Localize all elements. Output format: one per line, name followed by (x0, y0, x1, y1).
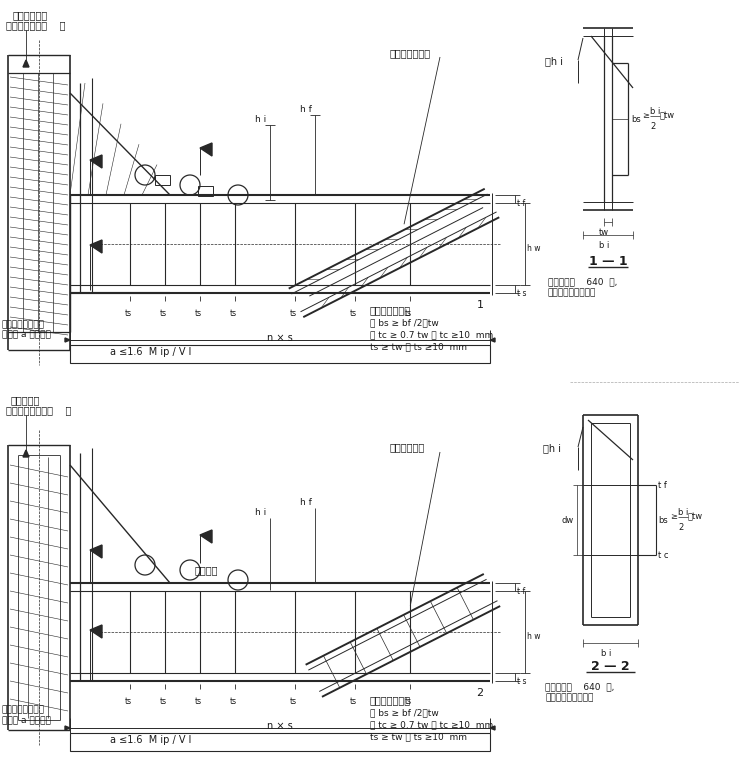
Text: ts: ts (230, 697, 237, 706)
Text: －tw: －tw (688, 512, 703, 521)
Bar (198, 186, 213, 196)
Text: 厚 tc ≥ 0.7 tw 且 tc ≥10  mm: 厚 tc ≥ 0.7 tw 且 tc ≥10 mm (370, 720, 493, 729)
Text: 与柱连接时消能梁: 与柱连接时消能梁 (2, 320, 45, 329)
Text: 当梁高小于    640  时,: 当梁高小于 640 时, (548, 277, 617, 286)
Text: a ≤1.6  M ip / V l: a ≤1.6 M ip / V l (110, 347, 191, 357)
Polygon shape (490, 338, 495, 342)
Text: b i: b i (599, 241, 609, 250)
Text: h w: h w (527, 632, 540, 641)
Text: ts: ts (405, 697, 412, 706)
Polygon shape (490, 726, 495, 730)
Text: ≥: ≥ (670, 512, 677, 521)
Polygon shape (90, 625, 102, 638)
Text: 2: 2 (650, 122, 655, 131)
Text: ts ≥ tw 且 ts ≥10  mm: ts ≥ tw 且 ts ≥10 mm (370, 342, 467, 351)
Text: b i: b i (678, 508, 688, 517)
Text: 2: 2 (477, 688, 483, 698)
Text: （或箱形截面柱    ）: （或箱形截面柱 ） (6, 20, 66, 30)
Text: 1: 1 (477, 300, 483, 310)
Text: ts: ts (350, 309, 357, 318)
Text: 箱形截面柱: 箱形截面柱 (11, 395, 41, 405)
Text: dw: dw (561, 516, 573, 525)
Text: －tw: －tw (660, 111, 675, 120)
Text: 段净长 a 必须满足: 段净长 a 必须满足 (2, 330, 51, 339)
Text: 1 — 1: 1 — 1 (589, 255, 627, 268)
Text: h f: h f (300, 105, 312, 114)
Bar (155, 175, 170, 185)
Polygon shape (65, 726, 70, 730)
Text: ts: ts (405, 309, 412, 318)
Text: 2: 2 (678, 523, 684, 532)
Text: 组成箱形: 组成箱形 (195, 565, 219, 575)
Text: bs: bs (631, 115, 641, 124)
Text: ts ≥ tw 且 ts ≥10  mm: ts ≥ tw 且 ts ≥10 mm (370, 732, 467, 741)
Text: 2 — 2: 2 — 2 (590, 660, 630, 673)
Text: ts: ts (195, 697, 202, 706)
Polygon shape (90, 240, 102, 253)
Text: コh i: コh i (543, 443, 561, 453)
Text: 可在一侧设置加劲肋: 可在一侧设置加劲肋 (548, 288, 596, 297)
Text: a ≤1.6  M ip / V l: a ≤1.6 M ip / V l (110, 735, 191, 745)
Text: 图中每侧加劲肋: 图中每侧加劲肋 (370, 695, 411, 705)
Text: （或工字形截面柱    ）: （或工字形截面柱 ） (6, 405, 72, 415)
Text: tw: tw (599, 228, 609, 237)
Text: 工字形截面斜撑: 工字形截面斜撑 (390, 48, 431, 58)
Text: t f: t f (517, 199, 525, 208)
Text: ≥: ≥ (642, 111, 649, 120)
Polygon shape (23, 450, 29, 457)
Text: t s: t s (517, 677, 526, 686)
Text: 可在一侧设置加劲肋: 可在一侧设置加劲肋 (545, 693, 593, 702)
Text: b i: b i (650, 107, 661, 116)
Text: t c: t c (658, 551, 669, 560)
Text: ts: ts (160, 309, 167, 318)
Text: n × s: n × s (267, 333, 293, 343)
Polygon shape (200, 530, 212, 543)
Text: ts: ts (290, 697, 297, 706)
Text: 当梁高小于    640  时,: 当梁高小于 640 时, (545, 682, 614, 691)
Text: 与柱连接时消能梁: 与柱连接时消能梁 (2, 705, 45, 714)
Text: 厚 tc ≥ 0.7 tw 且 tc ≥10  mm: 厚 tc ≥ 0.7 tw 且 tc ≥10 mm (370, 330, 493, 339)
Text: ts: ts (350, 697, 357, 706)
Text: h i: h i (255, 115, 266, 124)
Text: ts: ts (230, 309, 237, 318)
Polygon shape (65, 338, 70, 342)
Text: t f: t f (658, 481, 667, 490)
Text: コh i: コh i (545, 56, 563, 66)
Text: 图中每侧加劲肋: 图中每侧加劲肋 (370, 305, 411, 315)
Text: ts: ts (125, 309, 132, 318)
Text: 工字形截面柱: 工字形截面柱 (13, 10, 48, 20)
Text: n × s: n × s (267, 721, 293, 731)
Text: 段净长 a 必须满足: 段净长 a 必须满足 (2, 716, 51, 725)
Text: 宽 bs ≥ bf /2－tw: 宽 bs ≥ bf /2－tw (370, 318, 439, 327)
Text: bs: bs (658, 516, 668, 525)
Text: ts: ts (125, 697, 132, 706)
Polygon shape (90, 545, 102, 558)
Text: b i: b i (601, 649, 611, 658)
Text: ts: ts (290, 309, 297, 318)
Text: ts: ts (160, 697, 167, 706)
Polygon shape (23, 60, 29, 67)
Bar (70, 733, 490, 751)
Text: h w: h w (527, 244, 540, 253)
Text: ts: ts (195, 309, 202, 318)
Text: t s: t s (517, 289, 526, 298)
Text: 箱形截面斜撑: 箱形截面斜撑 (390, 442, 425, 452)
Polygon shape (200, 143, 212, 156)
Polygon shape (90, 155, 102, 168)
Text: t f: t f (517, 587, 525, 596)
Text: h f: h f (300, 498, 312, 507)
Bar (70, 345, 490, 363)
Text: h i: h i (255, 508, 266, 517)
Text: 宽 bs ≥ bf /2－tw: 宽 bs ≥ bf /2－tw (370, 708, 439, 717)
